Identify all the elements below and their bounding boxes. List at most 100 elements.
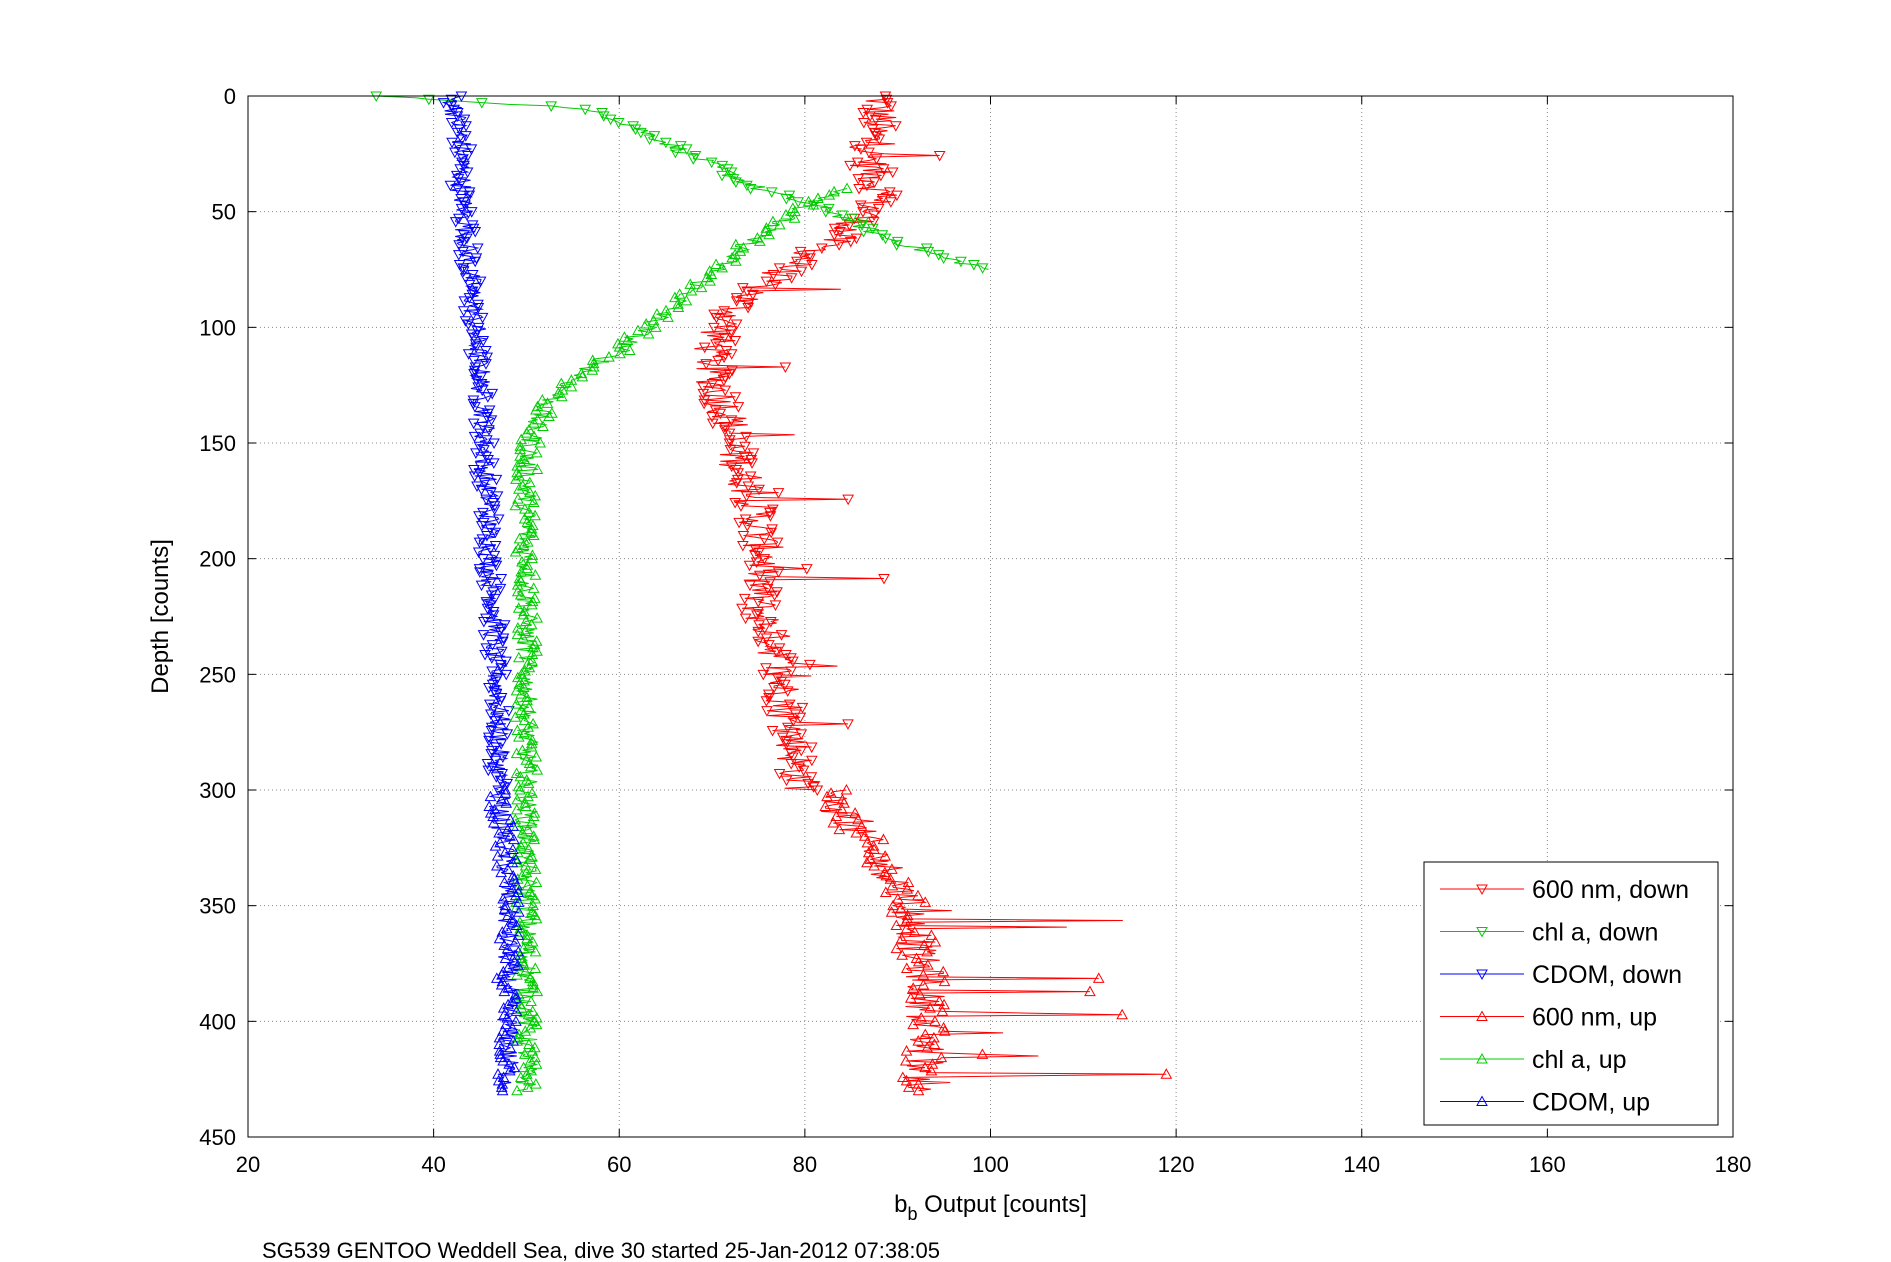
data-point xyxy=(785,759,798,770)
data-point xyxy=(476,421,489,433)
data-point xyxy=(523,506,535,517)
data-point xyxy=(879,850,891,861)
data-point xyxy=(526,595,539,607)
data-point xyxy=(481,570,494,582)
data-point xyxy=(473,511,485,522)
data-point xyxy=(509,988,522,1000)
data-point xyxy=(484,600,497,611)
data-point xyxy=(470,448,482,459)
data-point xyxy=(524,486,536,498)
data-point xyxy=(651,308,663,319)
data-point xyxy=(517,631,529,643)
data-point xyxy=(531,645,543,656)
data-point xyxy=(501,962,514,973)
data-point xyxy=(752,626,765,638)
data-point xyxy=(873,134,886,145)
data-point xyxy=(489,742,502,754)
data-point xyxy=(726,365,739,377)
data-point xyxy=(527,982,540,993)
data-point xyxy=(463,293,476,304)
data-point xyxy=(491,491,504,502)
data-point xyxy=(737,283,749,294)
data-point xyxy=(741,286,754,298)
data-point xyxy=(469,339,482,350)
data-point xyxy=(500,922,513,934)
data-point xyxy=(483,425,495,436)
y-tick-label: 400 xyxy=(199,1009,236,1034)
data-point xyxy=(452,174,465,185)
data-point xyxy=(1084,985,1096,997)
data-point xyxy=(838,797,850,808)
data-point xyxy=(766,726,779,737)
data-point xyxy=(751,232,764,243)
legend-entry: CDOM, down xyxy=(1440,961,1682,989)
data-point xyxy=(521,932,533,944)
data-point xyxy=(695,281,708,293)
data-point xyxy=(475,580,488,592)
data-point xyxy=(792,197,805,208)
data-point xyxy=(469,362,482,374)
data-point xyxy=(764,511,777,522)
data-point xyxy=(891,893,904,904)
data-point xyxy=(506,912,518,924)
data-point xyxy=(510,684,523,696)
data-point xyxy=(468,365,481,377)
data-point xyxy=(525,850,538,861)
data-point xyxy=(710,312,723,324)
data-point xyxy=(528,430,540,441)
data-point xyxy=(525,737,538,749)
data-point xyxy=(780,775,793,787)
data-point xyxy=(760,696,773,707)
data-point xyxy=(687,154,700,165)
data-point xyxy=(758,554,771,565)
data-point xyxy=(900,916,912,927)
x-tick-label: 140 xyxy=(1343,1152,1380,1177)
data-point xyxy=(797,765,810,777)
data-point xyxy=(744,184,757,195)
data-point xyxy=(459,200,471,212)
data-point xyxy=(445,101,458,112)
data-point xyxy=(730,319,743,331)
data-point xyxy=(886,879,899,891)
data-point xyxy=(828,185,840,197)
data-point xyxy=(904,992,917,1003)
data-point xyxy=(523,661,536,673)
data-point xyxy=(1160,1068,1173,1079)
data-point xyxy=(526,598,538,610)
data-point xyxy=(877,833,890,845)
data-point xyxy=(522,701,535,712)
data-point xyxy=(530,446,543,458)
data-point xyxy=(779,679,791,691)
data-point xyxy=(480,345,492,357)
data-point xyxy=(801,564,813,575)
data-point xyxy=(525,618,538,630)
data-point xyxy=(461,210,473,222)
data-point xyxy=(724,445,737,456)
data-point xyxy=(526,655,538,666)
data-point xyxy=(515,1002,528,1013)
data-point xyxy=(643,134,656,145)
data-point xyxy=(471,243,484,255)
y-tick-label: 100 xyxy=(199,315,236,340)
data-point xyxy=(496,975,509,987)
data-point xyxy=(489,755,502,767)
data-point xyxy=(623,344,636,355)
data-point xyxy=(518,674,530,686)
data-point xyxy=(719,385,732,397)
data-point xyxy=(725,349,738,360)
data-point xyxy=(869,127,882,139)
data-point xyxy=(783,699,796,711)
data-point xyxy=(704,275,716,286)
data-point xyxy=(725,326,738,337)
data-point xyxy=(507,843,519,854)
data-point xyxy=(486,762,499,773)
data-point xyxy=(511,1084,523,1096)
data-point xyxy=(473,468,486,479)
data-point xyxy=(530,403,542,415)
data-point xyxy=(614,347,626,359)
data-point xyxy=(530,1018,543,1030)
data-point xyxy=(766,524,778,535)
data-point xyxy=(700,359,713,370)
data-point xyxy=(518,714,531,726)
data-point xyxy=(467,309,480,321)
